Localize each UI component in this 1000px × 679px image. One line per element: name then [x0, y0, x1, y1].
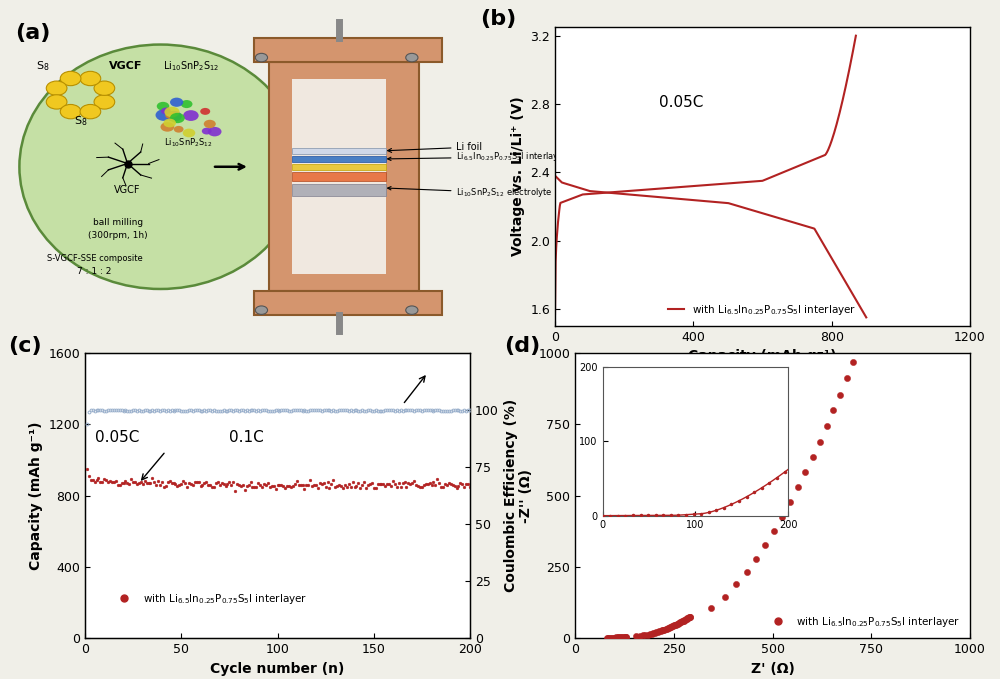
Bar [268, 62, 419, 291]
Circle shape [94, 81, 115, 95]
Y-axis label: Capacity (mAh g⁻¹): Capacity (mAh g⁻¹) [29, 422, 43, 570]
Text: (b): (b) [480, 10, 517, 29]
Bar [292, 184, 386, 196]
Text: (d): (d) [504, 336, 540, 356]
Circle shape [46, 81, 67, 95]
Bar [254, 291, 442, 315]
Text: 0.05C: 0.05C [95, 430, 139, 445]
Text: $\rm Li_{10}SnP_2S_{12}$: $\rm Li_{10}SnP_2S_{12}$ [164, 136, 213, 149]
Circle shape [60, 105, 81, 119]
Y-axis label: -Z'' (Ω): -Z'' (Ω) [519, 469, 533, 523]
Text: $\rm Li_{6.5}In_{0.25}P_{0.75}S_5I$ interlayer: $\rm Li_{6.5}In_{0.25}P_{0.75}S_5I$ inte… [388, 151, 569, 164]
Circle shape [200, 108, 210, 115]
Circle shape [170, 98, 183, 107]
Circle shape [60, 71, 81, 86]
Circle shape [183, 128, 195, 137]
Text: (c): (c) [8, 336, 42, 356]
Circle shape [255, 306, 268, 314]
Bar [292, 172, 386, 181]
X-axis label: Z' (Ω): Z' (Ω) [751, 661, 794, 676]
Text: (300rpm, 1h): (300rpm, 1h) [88, 231, 148, 240]
Legend: with $\rm Li_{6.5}In_{0.25}P_{0.75}S_5I$ interlayer: with $\rm Li_{6.5}In_{0.25}P_{0.75}S_5I$… [109, 588, 311, 610]
Text: $\rm Li_{10}SnP_2S_{12}$: $\rm Li_{10}SnP_2S_{12}$ [163, 59, 219, 73]
Legend: with $\rm Li_{6.5}In_{0.25}P_{0.75}S_5I$ interlayer: with $\rm Li_{6.5}In_{0.25}P_{0.75}S_5I$… [763, 610, 965, 633]
Circle shape [255, 54, 268, 62]
Circle shape [406, 54, 418, 62]
Text: VGCF: VGCF [108, 61, 142, 71]
Circle shape [208, 127, 222, 136]
Circle shape [156, 109, 172, 121]
Circle shape [406, 306, 418, 314]
Text: $\rm S_8$: $\rm S_8$ [36, 59, 50, 73]
Bar [292, 156, 386, 162]
Circle shape [157, 102, 169, 111]
Text: S-VGCF-SSE composite: S-VGCF-SSE composite [47, 253, 142, 263]
Circle shape [46, 95, 67, 109]
Text: 7 : 1 : 2: 7 : 1 : 2 [77, 267, 112, 276]
Text: Li foil: Li foil [388, 142, 483, 152]
Bar [292, 148, 386, 153]
Y-axis label: Voltage vs. Li/Li⁺ (V): Voltage vs. Li/Li⁺ (V) [511, 96, 525, 257]
Circle shape [174, 126, 184, 132]
Bar [292, 164, 386, 170]
Circle shape [94, 95, 115, 109]
Text: (a): (a) [15, 23, 50, 43]
Circle shape [181, 100, 192, 108]
Text: 0.05C: 0.05C [659, 95, 703, 111]
Legend: with $\rm Li_{6.5}In_{0.25}P_{0.75}S_5I$ interlayer: with $\rm Li_{6.5}In_{0.25}P_{0.75}S_5I$… [664, 298, 861, 320]
Circle shape [163, 119, 176, 128]
Text: ball milling: ball milling [93, 218, 143, 227]
Y-axis label: Coulombic Efficiency (%): Coulombic Efficiency (%) [504, 399, 518, 592]
Bar [292, 79, 386, 274]
Text: 0.1C: 0.1C [229, 430, 264, 445]
Text: $\rm Li_{10}SnP_2S_{12}$ electrolyte: $\rm Li_{10}SnP_2S_{12}$ electrolyte [388, 186, 553, 200]
X-axis label: Capacity (mAh g⁻¹): Capacity (mAh g⁻¹) [688, 349, 837, 363]
Circle shape [161, 107, 171, 114]
Text: VGCF: VGCF [114, 185, 141, 195]
Circle shape [80, 105, 101, 119]
Circle shape [80, 71, 101, 86]
Circle shape [170, 113, 185, 123]
Circle shape [204, 120, 216, 128]
Text: $\rm S_8$: $\rm S_8$ [74, 114, 87, 128]
Circle shape [166, 111, 182, 122]
Bar [254, 38, 442, 62]
Ellipse shape [19, 45, 301, 289]
Circle shape [183, 110, 199, 121]
Circle shape [165, 111, 176, 119]
X-axis label: Cycle number (n): Cycle number (n) [210, 661, 345, 676]
Circle shape [164, 107, 180, 117]
Circle shape [160, 122, 174, 132]
Circle shape [202, 128, 212, 134]
